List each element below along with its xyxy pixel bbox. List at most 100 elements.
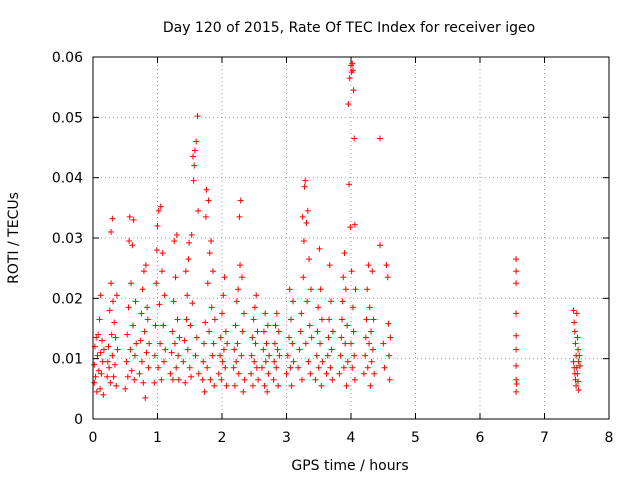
data-point <box>263 340 270 347</box>
data-point <box>142 394 149 401</box>
data-point <box>303 219 310 226</box>
data-point <box>289 298 296 305</box>
data-point <box>298 376 305 383</box>
data-point <box>189 153 196 160</box>
data-point <box>193 138 200 145</box>
data-point <box>513 256 520 263</box>
data-point <box>248 370 255 377</box>
data-point <box>215 370 222 377</box>
data-point <box>275 382 282 389</box>
data-point <box>346 181 353 188</box>
data-point <box>513 388 520 395</box>
x-tick-label: 3 <box>282 430 291 446</box>
data-point <box>191 162 198 169</box>
data-point <box>241 376 248 383</box>
data-point <box>265 370 272 377</box>
data-point <box>276 352 283 359</box>
data-point <box>326 316 333 323</box>
data-point <box>377 135 384 142</box>
data-point <box>352 286 359 293</box>
data-point <box>233 298 240 305</box>
data-point <box>386 376 393 383</box>
data-point <box>300 274 307 281</box>
data-point <box>238 274 245 281</box>
data-point <box>131 352 138 359</box>
data-point <box>180 358 187 365</box>
data-point <box>221 274 228 281</box>
data-point <box>171 340 178 347</box>
data-point <box>339 298 346 305</box>
data-point <box>188 373 195 380</box>
data-point <box>340 274 347 281</box>
data-point <box>109 298 116 305</box>
data-point <box>186 239 193 246</box>
data-point <box>199 376 206 383</box>
data-point <box>289 340 296 347</box>
data-point <box>136 370 143 377</box>
data-point <box>108 280 115 287</box>
data-point <box>362 352 369 359</box>
data-point <box>286 286 293 293</box>
data-point <box>139 286 146 293</box>
data-point <box>158 376 165 383</box>
data-point <box>342 286 349 293</box>
data-point <box>174 316 181 323</box>
data-point <box>314 328 321 335</box>
data-point <box>290 358 297 365</box>
data-point <box>302 177 309 184</box>
data-point <box>209 352 216 359</box>
data-point <box>152 322 159 329</box>
data-point <box>236 213 243 220</box>
data-point <box>264 322 271 329</box>
data-point <box>97 292 104 299</box>
data-point <box>206 250 213 257</box>
data-point <box>127 346 134 353</box>
data-point <box>126 238 133 245</box>
data-point <box>513 310 520 317</box>
data-point <box>203 186 210 193</box>
data-point <box>296 346 303 353</box>
data-point <box>336 370 343 377</box>
data-point <box>260 328 267 335</box>
data-point <box>344 322 351 329</box>
data-point <box>377 242 384 249</box>
data-point <box>253 292 260 299</box>
data-point <box>351 135 358 142</box>
data-point <box>360 370 367 377</box>
data-point <box>513 381 520 388</box>
data-point <box>233 358 240 365</box>
data-point <box>192 352 199 359</box>
data-point <box>128 367 135 374</box>
data-point <box>173 231 180 238</box>
data-point <box>210 340 217 347</box>
data-point <box>369 346 376 353</box>
data-point <box>114 346 121 353</box>
data-point <box>237 197 244 204</box>
data-point <box>365 262 372 269</box>
data-point <box>98 370 105 377</box>
data-point <box>275 328 282 335</box>
data-point <box>240 310 247 317</box>
data-point <box>154 222 161 229</box>
data-point <box>513 376 520 383</box>
data-point <box>94 352 101 359</box>
data-point <box>204 280 211 287</box>
data-point <box>575 358 582 365</box>
data-point <box>260 346 267 353</box>
data-point <box>235 370 242 377</box>
data-point <box>272 322 279 329</box>
data-point <box>224 340 231 347</box>
data-point <box>513 268 520 275</box>
data-point <box>381 364 388 371</box>
data-point <box>167 370 174 377</box>
data-point <box>324 352 331 359</box>
data-point <box>141 328 148 335</box>
data-point <box>211 382 218 389</box>
data-point <box>343 382 350 389</box>
data-point <box>570 358 577 365</box>
data-point <box>349 304 356 311</box>
data-point <box>173 364 180 371</box>
data-point <box>248 352 255 359</box>
data-point <box>99 358 106 365</box>
data-point <box>159 268 166 275</box>
